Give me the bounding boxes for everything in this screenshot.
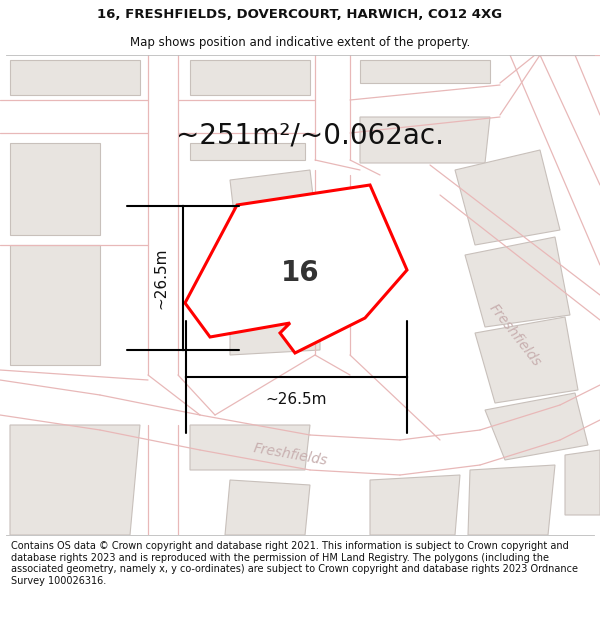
Polygon shape [10, 425, 140, 535]
Polygon shape [10, 60, 140, 95]
Polygon shape [360, 117, 490, 163]
Polygon shape [465, 237, 570, 327]
Polygon shape [10, 143, 100, 235]
Polygon shape [455, 150, 560, 245]
Polygon shape [468, 465, 555, 535]
Polygon shape [475, 317, 578, 403]
Polygon shape [225, 480, 310, 535]
Polygon shape [230, 170, 320, 265]
Text: Map shows position and indicative extent of the property.: Map shows position and indicative extent… [130, 36, 470, 49]
Polygon shape [565, 450, 600, 515]
Text: Contains OS data © Crown copyright and database right 2021. This information is : Contains OS data © Crown copyright and d… [11, 541, 578, 586]
Text: ~26.5m: ~26.5m [266, 391, 327, 406]
Polygon shape [190, 425, 310, 470]
Polygon shape [230, 265, 320, 355]
Polygon shape [10, 245, 100, 365]
Polygon shape [190, 60, 310, 95]
Text: Freshfields: Freshfields [486, 301, 544, 369]
Polygon shape [370, 475, 460, 535]
Polygon shape [185, 185, 407, 353]
Polygon shape [485, 393, 588, 460]
Text: ~26.5m: ~26.5m [154, 248, 169, 309]
Polygon shape [190, 143, 305, 160]
Text: ~251m²/~0.062ac.: ~251m²/~0.062ac. [176, 121, 444, 149]
Text: 16, FRESHFIELDS, DOVERCOURT, HARWICH, CO12 4XG: 16, FRESHFIELDS, DOVERCOURT, HARWICH, CO… [97, 8, 503, 21]
Text: 16: 16 [281, 259, 319, 287]
Polygon shape [360, 60, 490, 83]
Text: Freshfields: Freshfields [251, 441, 328, 469]
